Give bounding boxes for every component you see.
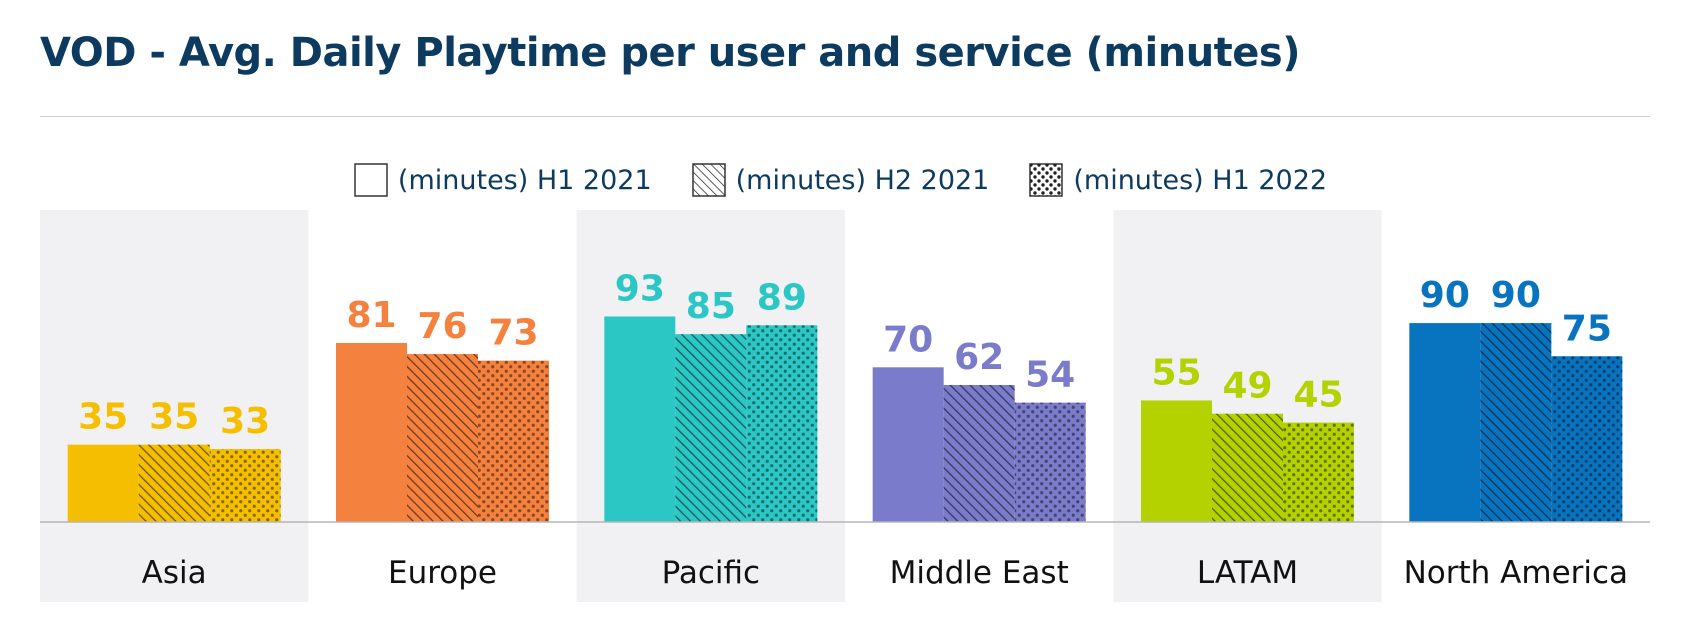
- legend-label-h1-2021: (minutes) H1 2021: [397, 164, 652, 196]
- bar-north-america-minutes-h1-2022[interactable]: [1551, 356, 1623, 522]
- category-label-north-america: North America: [1404, 555, 1628, 591]
- legend-item-h1-2021[interactable]: (minutes) H1 2021: [354, 163, 652, 197]
- value-label-middle-east-minutes-h2-2021: 62: [954, 337, 1004, 378]
- bar-asia-minutes-h2-2021[interactable]: [138, 444, 210, 522]
- value-label-europe-minutes-h1-2021: 81: [346, 295, 396, 336]
- bar-europe-minutes-h1-2022-pattern: [478, 360, 549, 522]
- bar-middle-east-minutes-h1-2021[interactable]: [872, 367, 944, 522]
- category-label-pacific: Pacific: [662, 555, 761, 591]
- value-label-north-america-minutes-h1-2022: 75: [1562, 308, 1612, 349]
- category-label-latam: LATAM: [1197, 555, 1298, 591]
- value-label-asia-minutes-h2-2021: 35: [149, 397, 199, 438]
- category-panel-asia: [40, 210, 309, 602]
- bar-asia-minutes-h1-2021[interactable]: [67, 444, 139, 522]
- value-label-asia-minutes-h1-2021: 35: [78, 397, 128, 438]
- bar-europe-minutes-h2-2021-pattern: [407, 354, 478, 522]
- bar-middle-east-minutes-h1-2022-pattern: [1014, 402, 1086, 522]
- bar-pacific-minutes-h1-2021[interactable]: [604, 316, 676, 522]
- value-label-pacific-minutes-h1-2021: 93: [615, 268, 665, 309]
- legend-swatch-hatched: [691, 163, 726, 197]
- bar-middle-east-minutes-h1-2022[interactable]: [1014, 402, 1086, 522]
- value-label-latam-minutes-h2-2021: 49: [1222, 366, 1272, 407]
- legend-swatch-dotted: [1029, 163, 1064, 197]
- bar-pacific-minutes-h1-2022-pattern: [746, 325, 818, 522]
- bar-latam-minutes-h1-2022[interactable]: [1283, 422, 1354, 522]
- value-label-middle-east-minutes-h1-2021: 70: [883, 319, 933, 360]
- value-label-north-america-minutes-h2-2021: 90: [1491, 275, 1541, 316]
- bar-europe-minutes-h2-2021[interactable]: [407, 354, 478, 522]
- category-label-asia: Asia: [142, 555, 207, 591]
- value-label-pacific-minutes-h2-2021: 85: [686, 286, 736, 327]
- bar-latam-minutes-h1-2021-fill: [1141, 400, 1212, 522]
- bar-north-america-minutes-h2-2021[interactable]: [1480, 323, 1552, 522]
- title-divider: [40, 116, 1650, 117]
- value-label-asia-minutes-h1-2022: 33: [220, 401, 270, 442]
- bar-pacific-minutes-h1-2021-fill: [604, 316, 676, 522]
- chart-title: VOD - Avg. Daily Playtime per user and s…: [40, 30, 1301, 76]
- legend-item-h2-2021[interactable]: (minutes) H2 2021: [691, 163, 990, 197]
- bar-north-america-minutes-h1-2021-fill: [1409, 323, 1481, 522]
- bar-asia-minutes-h1-2022-pattern: [209, 449, 281, 522]
- value-label-pacific-minutes-h1-2022: 89: [757, 277, 807, 318]
- bar-asia-minutes-h2-2021-pattern: [138, 444, 210, 522]
- bar-europe-minutes-h1-2021[interactable]: [336, 342, 407, 522]
- bar-latam-minutes-h2-2021[interactable]: [1212, 413, 1283, 522]
- value-label-latam-minutes-h1-2021: 55: [1151, 352, 1201, 393]
- bars: [67, 316, 1623, 522]
- bar-asia-minutes-h1-2022[interactable]: [209, 449, 281, 522]
- bar-north-america-minutes-h1-2022-pattern: [1551, 356, 1623, 522]
- bar-latam-minutes-h1-2021[interactable]: [1141, 400, 1212, 522]
- legend-swatch-solid: [354, 163, 388, 197]
- bar-middle-east-minutes-h2-2021-pattern: [943, 384, 1015, 522]
- bar-latam-minutes-h2-2021-pattern: [1212, 413, 1283, 522]
- category-label-europe: Europe: [388, 555, 497, 591]
- legend-item-h1-2022[interactable]: (minutes) H1 2022: [1029, 163, 1327, 197]
- value-label-europe-minutes-h2-2021: 76: [417, 306, 467, 347]
- bar-latam-minutes-h1-2022-pattern: [1283, 422, 1354, 522]
- bar-north-america-minutes-h1-2021[interactable]: [1409, 323, 1481, 522]
- bar-pacific-minutes-h2-2021-pattern: [675, 334, 747, 522]
- bar-middle-east-minutes-h2-2021[interactable]: [943, 384, 1015, 522]
- bar-north-america-minutes-h2-2021-pattern: [1480, 323, 1552, 522]
- bar-asia-minutes-h1-2021-fill: [67, 444, 139, 522]
- value-label-middle-east-minutes-h1-2022: 54: [1025, 355, 1075, 396]
- bar-middle-east-minutes-h1-2021-fill: [872, 367, 944, 522]
- labels: 35 35 33 Asia 81 76 73 Europe 93 85 89 Pacific 70 62 5…: [78, 268, 1628, 591]
- bar-pacific-minutes-h1-2022[interactable]: [746, 325, 818, 522]
- legend-label-h1-2022: (minutes) H1 2022: [1073, 164, 1328, 196]
- bar-pacific-minutes-h2-2021[interactable]: [675, 334, 747, 522]
- bar-europe-minutes-h1-2022[interactable]: [478, 360, 549, 522]
- value-label-north-america-minutes-h1-2021: 90: [1420, 275, 1470, 316]
- legend-label-h2-2021: (minutes) H2 2021: [735, 164, 990, 196]
- value-label-europe-minutes-h1-2022: 73: [488, 313, 538, 354]
- legend: (minutes) H1 2021 (minutes) H2 2021: [0, 158, 1681, 202]
- value-label-latam-minutes-h1-2022: 45: [1293, 375, 1343, 416]
- bar-europe-minutes-h1-2021-fill: [336, 342, 407, 522]
- category-label-middle-east: Middle East: [890, 555, 1069, 591]
